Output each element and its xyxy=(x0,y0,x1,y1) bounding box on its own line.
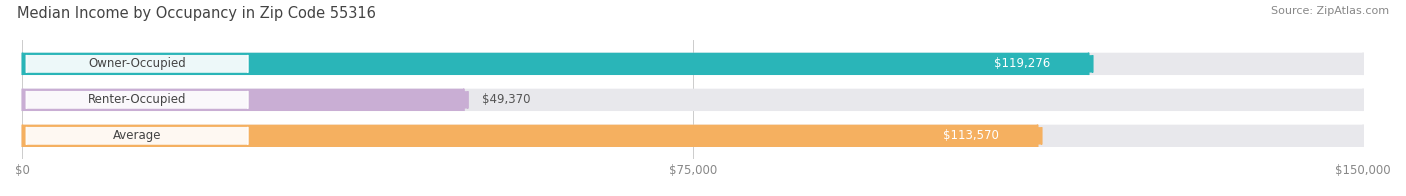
FancyBboxPatch shape xyxy=(22,53,1088,75)
FancyBboxPatch shape xyxy=(22,53,1364,75)
FancyBboxPatch shape xyxy=(27,91,247,109)
Text: $119,276: $119,276 xyxy=(994,57,1050,70)
FancyBboxPatch shape xyxy=(901,127,1042,144)
Text: Source: ZipAtlas.com: Source: ZipAtlas.com xyxy=(1271,6,1389,16)
FancyBboxPatch shape xyxy=(22,89,464,111)
FancyBboxPatch shape xyxy=(328,91,468,109)
Text: $113,570: $113,570 xyxy=(943,129,1000,142)
FancyBboxPatch shape xyxy=(22,89,1364,111)
FancyBboxPatch shape xyxy=(22,125,1038,147)
FancyBboxPatch shape xyxy=(27,127,247,145)
Text: Median Income by Occupancy in Zip Code 55316: Median Income by Occupancy in Zip Code 5… xyxy=(17,6,375,21)
Text: Average: Average xyxy=(112,129,162,142)
Text: $49,370: $49,370 xyxy=(482,93,530,106)
Text: Renter-Occupied: Renter-Occupied xyxy=(87,93,187,106)
FancyBboxPatch shape xyxy=(22,125,1364,147)
FancyBboxPatch shape xyxy=(952,55,1092,73)
Text: Owner-Occupied: Owner-Occupied xyxy=(89,57,186,70)
FancyBboxPatch shape xyxy=(27,55,247,73)
